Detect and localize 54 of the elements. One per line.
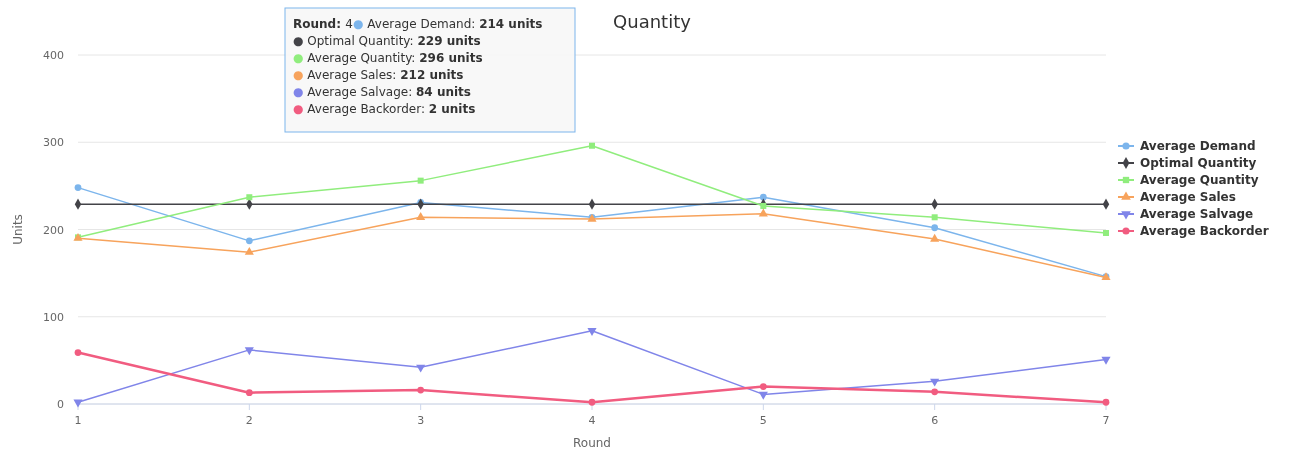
point	[588, 398, 596, 406]
annotation: ● Average Salvage: 84 units	[293, 85, 471, 99]
x-tick-label: 5	[759, 414, 767, 427]
chart-title: Quantity	[613, 11, 692, 32]
point	[587, 328, 597, 336]
point	[1101, 356, 1111, 365]
y-tick-label: 200	[43, 223, 64, 237]
point	[759, 193, 767, 201]
point	[931, 214, 938, 221]
y-tick-label: 0	[57, 398, 64, 411]
point	[931, 388, 939, 396]
annotation: ● Average Backorder: 2 units	[293, 102, 476, 116]
point	[245, 389, 253, 397]
point	[759, 383, 767, 390]
point	[1103, 229, 1109, 236]
point	[589, 142, 595, 149]
point	[931, 224, 939, 232]
point	[930, 378, 940, 387]
point	[416, 364, 426, 373]
x-axis-title: Round	[573, 436, 611, 450]
annotation: ● Average Sales: 212 units	[293, 68, 464, 82]
y-axis-title: Units	[11, 214, 25, 245]
text: Round: 4	[293, 17, 353, 31]
x-tick-label: 3	[417, 414, 425, 427]
x-tick-label: 4	[588, 414, 596, 427]
legend-label: Average Salvage	[1140, 207, 1254, 221]
y-tick-label: 100	[43, 310, 64, 324]
legend-label: Average Quantity	[1140, 173, 1259, 187]
legend-label: Average Sales	[1140, 190, 1236, 204]
annotation: ● Average Quantity: 296 units	[293, 51, 483, 65]
point	[758, 391, 768, 400]
x-tick-label: 2	[245, 414, 253, 427]
text: ● Optimal Quantity: 229 units	[293, 34, 481, 48]
legend-label: Optimal Quantity	[1140, 156, 1257, 170]
point	[74, 184, 82, 191]
legend-label: Average Demand	[1140, 139, 1256, 153]
point	[760, 202, 767, 209]
point	[246, 194, 253, 201]
x-tick-label: 1	[74, 414, 82, 427]
x-tick-label: 6	[931, 414, 939, 427]
text: ● Average Demand: 214 units	[353, 17, 543, 31]
point	[1102, 398, 1110, 406]
y-tick-label: 300	[43, 136, 64, 150]
point	[417, 386, 425, 394]
point	[417, 177, 424, 184]
legend-label: Average Backorder	[1140, 224, 1269, 238]
x-tick-label: 7	[1102, 414, 1110, 427]
point	[930, 233, 940, 242]
point	[244, 246, 254, 255]
point	[244, 347, 254, 356]
point	[245, 237, 253, 245]
y-tick-label: 400	[43, 49, 64, 62]
point	[74, 349, 82, 356]
point	[416, 212, 426, 220]
